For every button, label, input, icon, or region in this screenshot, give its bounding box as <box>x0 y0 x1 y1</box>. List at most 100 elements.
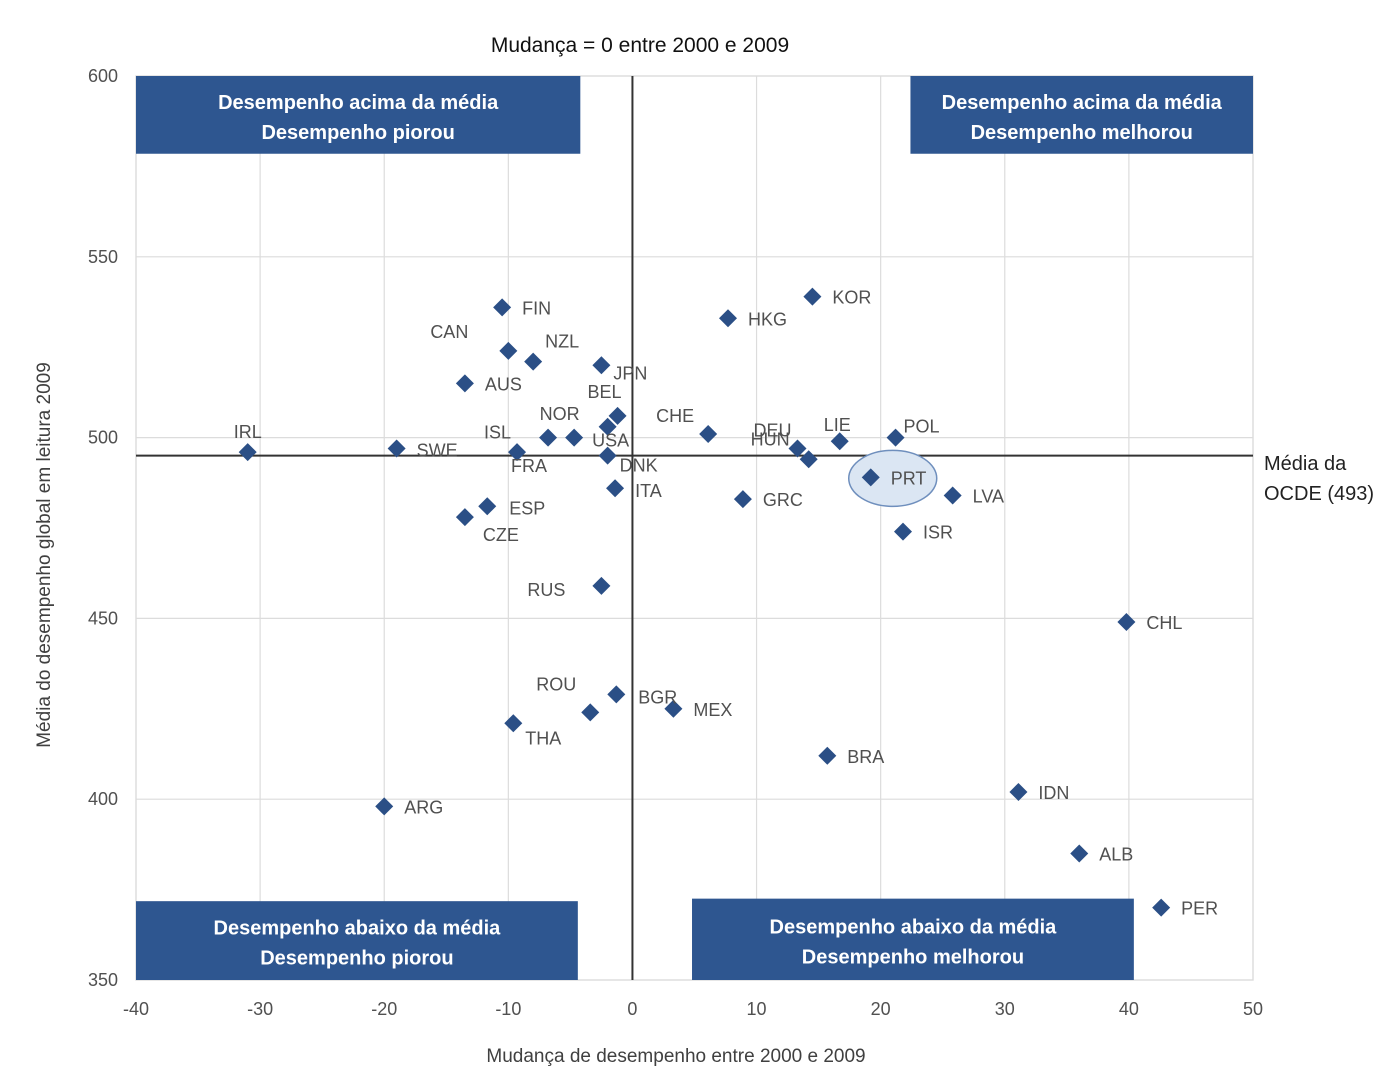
y-tick-label: 600 <box>88 66 118 86</box>
point-label-lva: LVA <box>973 486 1004 506</box>
point-label-arg: ARG <box>404 797 443 817</box>
point-mex <box>664 699 683 718</box>
point-usa <box>565 428 584 447</box>
point-nor <box>598 417 617 436</box>
x-axis-title: Mudança de desempenho entre 2000 e 2009 <box>486 1046 865 1067</box>
point-label-nor: NOR <box>540 404 580 424</box>
point-label-rus: RUS <box>527 580 565 600</box>
grid-lines <box>135 75 1254 981</box>
point-kor <box>803 287 822 306</box>
point-lva <box>943 486 962 505</box>
point-label-isl: ISL <box>484 423 511 443</box>
point-label-cze: CZE <box>483 525 519 545</box>
point-chl <box>1117 613 1136 632</box>
x-tick-label: 30 <box>995 999 1015 1019</box>
point-per <box>1152 898 1171 917</box>
oecd-average-label-line1: Média da <box>1264 453 1347 475</box>
point-hkg <box>719 309 738 328</box>
point-label-pol: POL <box>904 417 940 437</box>
point-label-bel: BEL <box>588 382 622 402</box>
point-cze <box>455 508 474 527</box>
chart-title: Mudança = 0 entre 2000 e 2009 <box>491 34 789 57</box>
point-label-idn: IDN <box>1038 783 1069 803</box>
point-tha <box>504 714 523 733</box>
point-label-kor: KOR <box>832 288 871 308</box>
point-label-mex: MEX <box>693 700 732 720</box>
point-label-irl: IRL <box>234 422 262 442</box>
quadrant-label-line2: Desempenho piorou <box>261 122 454 144</box>
point-swe <box>387 439 406 458</box>
point-label-ita: ITA <box>635 481 662 501</box>
y-tick-label: 500 <box>88 428 118 448</box>
point-label-swe: SWE <box>417 440 458 460</box>
point-label-esp: ESP <box>509 498 545 518</box>
point-label-nzl: NZL <box>545 332 579 352</box>
point-label-fin: FIN <box>522 298 551 318</box>
point-jpn <box>592 356 611 375</box>
quadrant-label-line2: Desempenho melhorou <box>802 946 1024 968</box>
plot-frame <box>135 75 1254 981</box>
point-label-deu: DEU <box>754 420 792 440</box>
point-che <box>699 424 718 443</box>
point-idn <box>1009 782 1028 801</box>
point-arg <box>375 797 394 816</box>
point-fra <box>508 443 527 462</box>
point-label-can: CAN <box>430 322 468 342</box>
point-pol <box>886 428 905 447</box>
quadrant-label-line2: Desempenho melhorou <box>971 122 1193 144</box>
point-aus <box>455 374 474 393</box>
point-esp <box>478 497 497 516</box>
quadrant-boxes: Desempenho acima da média Desempenho pior… <box>136 76 1253 980</box>
x-tick-label: -10 <box>495 999 521 1019</box>
x-tick-label: -30 <box>247 999 273 1019</box>
point-rus <box>592 576 611 595</box>
point-grc <box>733 490 752 509</box>
point-bra <box>818 746 837 765</box>
quadrant-label-line1: Desempenho acima da média <box>218 92 499 114</box>
point-label-usa: USA <box>592 431 629 451</box>
point-label-jpn: JPN <box>613 363 647 383</box>
point-label-dnk: DNK <box>620 456 658 476</box>
x-tick-label: 40 <box>1119 999 1139 1019</box>
highlight-ellipse-prt <box>847 449 938 508</box>
point-label-isr: ISR <box>923 523 953 543</box>
axis-ticks: -40 -30 -20 -10 0 10 20 30 40 50 350 400 450 500 550 60… <box>88 66 1263 1019</box>
point-label-bgr: BGR <box>638 687 677 707</box>
point-isl <box>539 428 558 447</box>
point-can <box>499 341 518 360</box>
x-tick-label: 10 <box>747 999 767 1019</box>
point-label-rou: ROU <box>536 674 576 694</box>
point-label-chl: CHL <box>1146 613 1182 633</box>
quadrant-label-line1: Desempenho acima da média <box>942 92 1223 114</box>
quadrant-label-line1: Desempenho abaixo da média <box>214 918 502 940</box>
y-axis-title: Média do desempenho global em leitura 20… <box>34 362 55 748</box>
oecd-average-label-line2: OCDE (493) <box>1264 483 1374 505</box>
point-label-tha: THA <box>525 728 561 748</box>
point-nzl <box>524 352 543 371</box>
point-label-bra: BRA <box>847 747 884 767</box>
quadrant-box-bottom-left <box>136 901 578 980</box>
point-bgr <box>607 685 626 704</box>
quadrant-box-top-left <box>136 76 581 154</box>
point-rou <box>581 703 600 722</box>
y-tick-label: 450 <box>88 608 118 628</box>
point-hun <box>799 450 818 469</box>
point-irl <box>238 443 257 462</box>
quadrant-label-line1: Desempenho abaixo da média <box>770 916 1058 938</box>
point-label-per: PER <box>1181 899 1218 919</box>
quadrant-label-line2: Desempenho piorou <box>260 948 453 970</box>
point-label-aus: AUS <box>485 374 522 394</box>
point-label-prt: PRT <box>891 468 927 488</box>
data-points <box>238 287 1171 917</box>
point-label-lie: LIE <box>824 415 851 435</box>
quadrant-box-bottom-right <box>692 898 1134 980</box>
y-tick-label: 400 <box>88 789 118 809</box>
x-tick-label: 50 <box>1243 999 1263 1019</box>
point-lie <box>830 432 849 451</box>
point-isr <box>894 522 913 541</box>
point-bel <box>608 406 627 425</box>
quadrant-box-top-right <box>910 76 1253 154</box>
y-tick-label: 550 <box>88 247 118 267</box>
point-ita <box>606 479 625 498</box>
